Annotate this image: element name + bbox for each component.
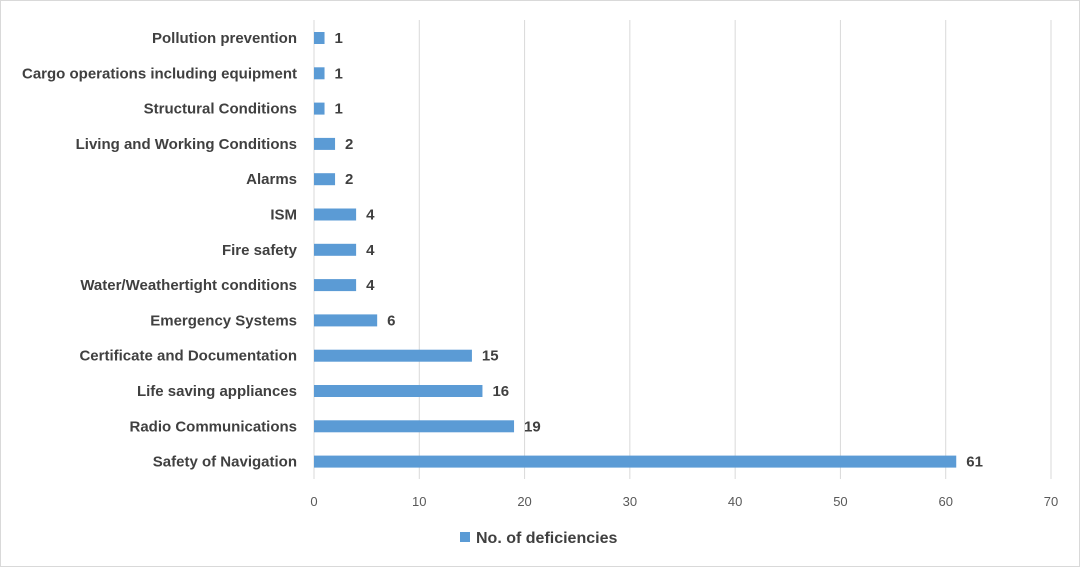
data-label: 2 (345, 136, 353, 153)
x-tick-label: 50 (833, 494, 847, 509)
bar (314, 349, 472, 362)
bar (314, 279, 357, 292)
x-tick-label: 70 (1044, 494, 1058, 509)
bars (314, 32, 957, 468)
category-label: Life saving appliances (137, 383, 297, 400)
legend-swatch (460, 532, 470, 542)
data-label: 4 (366, 242, 375, 259)
bar (314, 67, 325, 80)
data-label: 61 (966, 454, 983, 471)
bar (314, 137, 336, 150)
bar (314, 173, 336, 186)
data-label: 15 (482, 348, 499, 365)
x-axis-ticks: 0 10 20 30 40 50 60 70 (310, 494, 1058, 509)
category-label: Fire safety (222, 242, 298, 259)
x-tick-label: 20 (517, 494, 531, 509)
data-label: 16 (492, 383, 509, 400)
data-label: 19 (524, 418, 541, 435)
data-label: 4 (366, 277, 375, 294)
x-tick-label: 40 (728, 494, 742, 509)
data-labels: 1 1 1 2 2 4 4 4 6 15 16 19 61 (335, 30, 983, 471)
bar (314, 243, 357, 256)
legend: No. of deficiencies (460, 530, 617, 547)
bar (314, 208, 357, 221)
x-tick-label: 30 (623, 494, 637, 509)
legend-label: No. of deficiencies (476, 530, 617, 547)
category-label: Certificate and Documentation (79, 348, 297, 365)
bar (314, 420, 515, 433)
data-label: 1 (335, 30, 343, 47)
category-label: Alarms (246, 171, 297, 188)
category-label: Structural Conditions (144, 101, 297, 118)
category-label: Safety of Navigation (153, 454, 297, 471)
category-label: Cargo operations including equipment (22, 65, 297, 82)
data-label: 1 (335, 101, 343, 118)
bar (314, 102, 325, 115)
data-label: 6 (387, 312, 395, 329)
data-label: 1 (335, 65, 343, 82)
gridlines (313, 20, 1052, 479)
category-label: Living and Working Conditions (76, 136, 297, 153)
bar (314, 385, 483, 397)
data-label: 4 (366, 207, 375, 224)
category-label: Pollution prevention (152, 30, 297, 47)
x-tick-label: 60 (938, 494, 952, 509)
category-labels: Pollution prevention Cargo operations inc… (22, 30, 298, 471)
category-label: ISM (270, 207, 297, 224)
bar (314, 314, 378, 327)
category-label: Water/Weathertight conditions (80, 277, 297, 294)
x-tick-label: 10 (412, 494, 426, 509)
bar (314, 32, 325, 44)
category-label: Radio Communications (129, 418, 297, 435)
category-label: Emergency Systems (150, 312, 297, 329)
data-label: 2 (345, 171, 353, 188)
bar (314, 455, 957, 468)
x-tick-label: 0 (310, 494, 317, 509)
